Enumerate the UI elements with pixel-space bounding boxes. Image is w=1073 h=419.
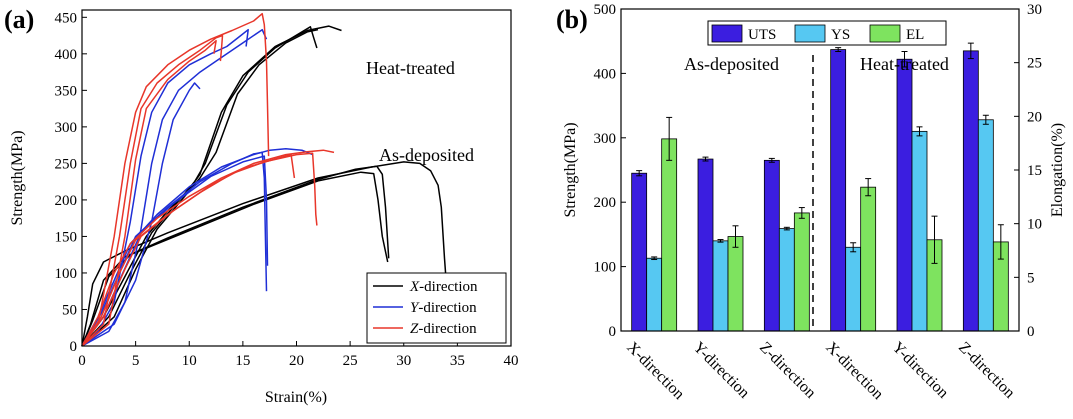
y-tick-label: 150 [55, 229, 78, 245]
left-tick-label: 300 [594, 131, 617, 147]
panel-b: (b) 0 100 200 300 400 500 0 5 10 15 20 25 30 As-depo… [556, 2, 1066, 403]
category-label: Z-direction [955, 339, 1018, 402]
y-tick-label: 400 [55, 47, 78, 63]
bar-el-2 [727, 236, 744, 332]
legend-label-y: Y-direction [410, 300, 477, 316]
bar-el-4 [860, 186, 877, 332]
x-tick-label: 35 [450, 353, 465, 369]
bar-ys-1 [646, 257, 663, 332]
legend-label-el: EL [906, 27, 924, 43]
panel-a-xlabel: Strain(%) [265, 389, 327, 406]
right-tick-label: 25 [1027, 56, 1042, 72]
right-tick-label: 20 [1027, 109, 1042, 125]
panel-a-series [81, 12, 449, 347]
bar-el-3 [793, 212, 810, 332]
curve-x-direction-as-deposited [81, 165, 390, 347]
x-tick-label: 30 [396, 353, 411, 369]
bar-uts-6 [962, 50, 979, 332]
bar-uts-2 [697, 158, 714, 332]
panel-b-legend: UTS YS EL [707, 20, 947, 46]
bar-uts-1 [631, 172, 648, 332]
panel-b-label: (b) [556, 5, 588, 34]
bar-uts-3 [763, 159, 780, 332]
panel-a: (a) 0 5 10 15 20 25 30 35 4005010015020025030035… [4, 5, 519, 406]
curve-x-direction-as-deposited [81, 171, 389, 347]
y-tick-label: 100 [55, 266, 78, 282]
y-tick-label: 450 [55, 10, 78, 26]
legend-box-b [707, 20, 947, 46]
left-tick-label: 200 [594, 195, 617, 211]
bar-el-1 [661, 138, 678, 332]
legend-swatch-ys [794, 24, 826, 43]
legend-box [366, 272, 507, 344]
right-tick-label: 15 [1027, 163, 1042, 179]
right-tick-label: 5 [1027, 270, 1035, 286]
panel-b-frame [620, 8, 1020, 332]
panel-a-legend: X-direction Y-direction Z-direction [366, 272, 507, 344]
legend-swatch-uts [711, 24, 743, 43]
annotation-heat-treated: Heat-treated [366, 58, 455, 78]
bar-uts-5 [896, 58, 913, 332]
annotation-as-deposited: As-deposited [379, 145, 474, 165]
x-tick-label: 20 [289, 353, 304, 369]
y-tick-label: 250 [55, 156, 78, 172]
panel-b-bars [631, 42, 1009, 332]
panel-a-ylabel: Strength(MPa) [9, 130, 26, 225]
left-tick-label: 100 [594, 260, 617, 276]
panel-a-ticks: 0 5 10 15 20 25 30 35 40050100150200250300350400… [55, 10, 519, 369]
bar-ys-5 [911, 130, 928, 332]
bar-ys-2 [712, 240, 729, 332]
x-tick-label: 10 [182, 353, 197, 369]
curve-z-direction-heat-treated [81, 34, 224, 347]
bar-ys-3 [778, 228, 795, 332]
category-label: Y-direction [889, 339, 952, 402]
category-label: X-direction [822, 339, 886, 403]
bar-ys-6 [977, 119, 994, 332]
legend-label-z: Z-direction [410, 321, 477, 337]
legend-swatch-el [869, 24, 901, 43]
bar-uts-4 [830, 49, 847, 332]
legend-label-uts: UTS [748, 27, 776, 43]
y-tick-label: 50 [62, 302, 77, 318]
panel-a-label: (a) [4, 5, 34, 34]
curve-y-direction-heat-treated [81, 82, 201, 347]
x-tick-label: 0 [78, 353, 86, 369]
y-tick-label: 350 [55, 83, 78, 99]
right-tick-label: 10 [1027, 217, 1042, 233]
curve-x-direction-heat-treated [81, 26, 318, 347]
curve-y-direction-as-deposited [81, 148, 313, 347]
y-tick-label: 200 [55, 193, 78, 209]
x-tick-label: 15 [235, 353, 250, 369]
panel-a-frame [81, 9, 512, 347]
category-label: X-direction [623, 339, 687, 403]
right-tick-label: 0 [1027, 324, 1035, 340]
curve-z-direction-as-deposited [81, 149, 335, 347]
category-label: Y-direction [690, 339, 753, 402]
panel-b-category-labels: X-direction Y-direction Z-direction X-direc… [623, 339, 1018, 403]
group-label-as-deposited: As-deposited [684, 54, 779, 74]
group-label-heat-treated: Heat-treated [860, 54, 949, 74]
category-label: Z-direction [756, 339, 819, 402]
panel-b-ylabel: Strength(MPa) [562, 122, 579, 217]
x-tick-label: 25 [343, 353, 358, 369]
panel-b-ylabel-right: Elongation(%) [1049, 123, 1066, 217]
x-tick-label: 5 [132, 353, 140, 369]
curve-x-direction-heat-treated [81, 28, 319, 347]
left-tick-label: 400 [594, 66, 617, 82]
curve-x-direction-heat-treated [81, 25, 342, 347]
left-tick-label: 0 [609, 324, 617, 340]
legend-label-x: X-direction [409, 279, 478, 295]
curve-z-direction-heat-treated [81, 39, 217, 347]
y-tick-label: 0 [70, 339, 78, 355]
curve-y-direction-heat-treated [81, 28, 249, 347]
legend-label-ys: YS [831, 27, 850, 43]
panel-b-ticks: 0 100 200 300 400 500 0 5 10 15 20 25 30 [594, 2, 1043, 340]
x-tick-label: 40 [504, 353, 519, 369]
bar-ys-4 [845, 246, 862, 332]
right-tick-label: 30 [1027, 2, 1042, 18]
y-tick-label: 300 [55, 120, 78, 136]
curve-z-direction-heat-treated [81, 12, 270, 347]
left-tick-label: 500 [594, 2, 617, 18]
